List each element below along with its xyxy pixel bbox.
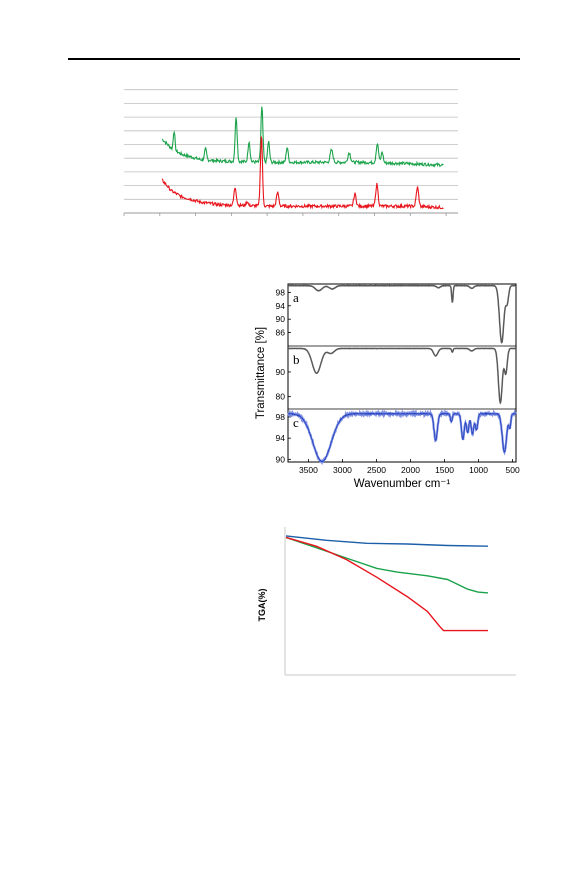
tga-series-1-line <box>285 535 489 547</box>
ftir-y-tick-label: 98 <box>276 287 286 297</box>
ftir-y-tick-label: 94 <box>276 433 286 443</box>
ftir-y-tick-label: 98 <box>276 412 286 422</box>
ftir-y-tick-label: 90 <box>276 367 286 377</box>
tga-y-axis-label: TGA(%) <box>257 589 267 622</box>
xrd-chart <box>123 89 458 216</box>
ftir-spectrum-c-halo <box>287 408 517 466</box>
ftir-spectrum-b-line <box>287 347 517 405</box>
ftir-y-tick-label: 80 <box>276 392 286 402</box>
ftir-x-tick-label: 3000 <box>333 465 352 475</box>
ftir-x-tick-label: 2500 <box>367 465 386 475</box>
page-header-rule <box>68 58 520 60</box>
ftir-y-tick-label: 90 <box>276 314 286 324</box>
ftir-frame <box>287 283 517 463</box>
ftir-chart: 98 94 90 86 a 90 80 b 98 94 90 c 3500 3000 2500 2000 150… <box>255 283 520 490</box>
ftir-spectrum-c-line <box>287 412 517 463</box>
tga-chart: TGA(%) <box>257 527 516 676</box>
ftir-y-tick-label: 86 <box>276 328 286 338</box>
ftir-x-tick-label: 500 <box>506 465 520 475</box>
ftir-x-tick-label: 1000 <box>469 465 488 475</box>
ftir-x-tick-label: 1500 <box>435 465 454 475</box>
xrd-series-1-line <box>161 106 444 168</box>
ftir-spectrum-a-line <box>287 284 517 344</box>
ftir-x-tick-label: 2000 <box>401 465 420 475</box>
ftir-x-axis-label: Wavenumber cm⁻¹ <box>354 478 451 490</box>
ftir-panel-label: c <box>293 415 299 430</box>
ftir-y-axis-label: Transmittance [%] <box>255 327 267 419</box>
ftir-y-tick-label: 94 <box>276 301 286 311</box>
ftir-y-tick-label: 90 <box>276 454 286 464</box>
ftir-panel-label: a <box>293 290 299 305</box>
tga-series-3-line <box>285 536 488 632</box>
ftir-x-tick-label: 3500 <box>299 465 318 475</box>
xrd-series-2-line <box>161 136 444 210</box>
ftir-panel-label: b <box>293 352 300 367</box>
